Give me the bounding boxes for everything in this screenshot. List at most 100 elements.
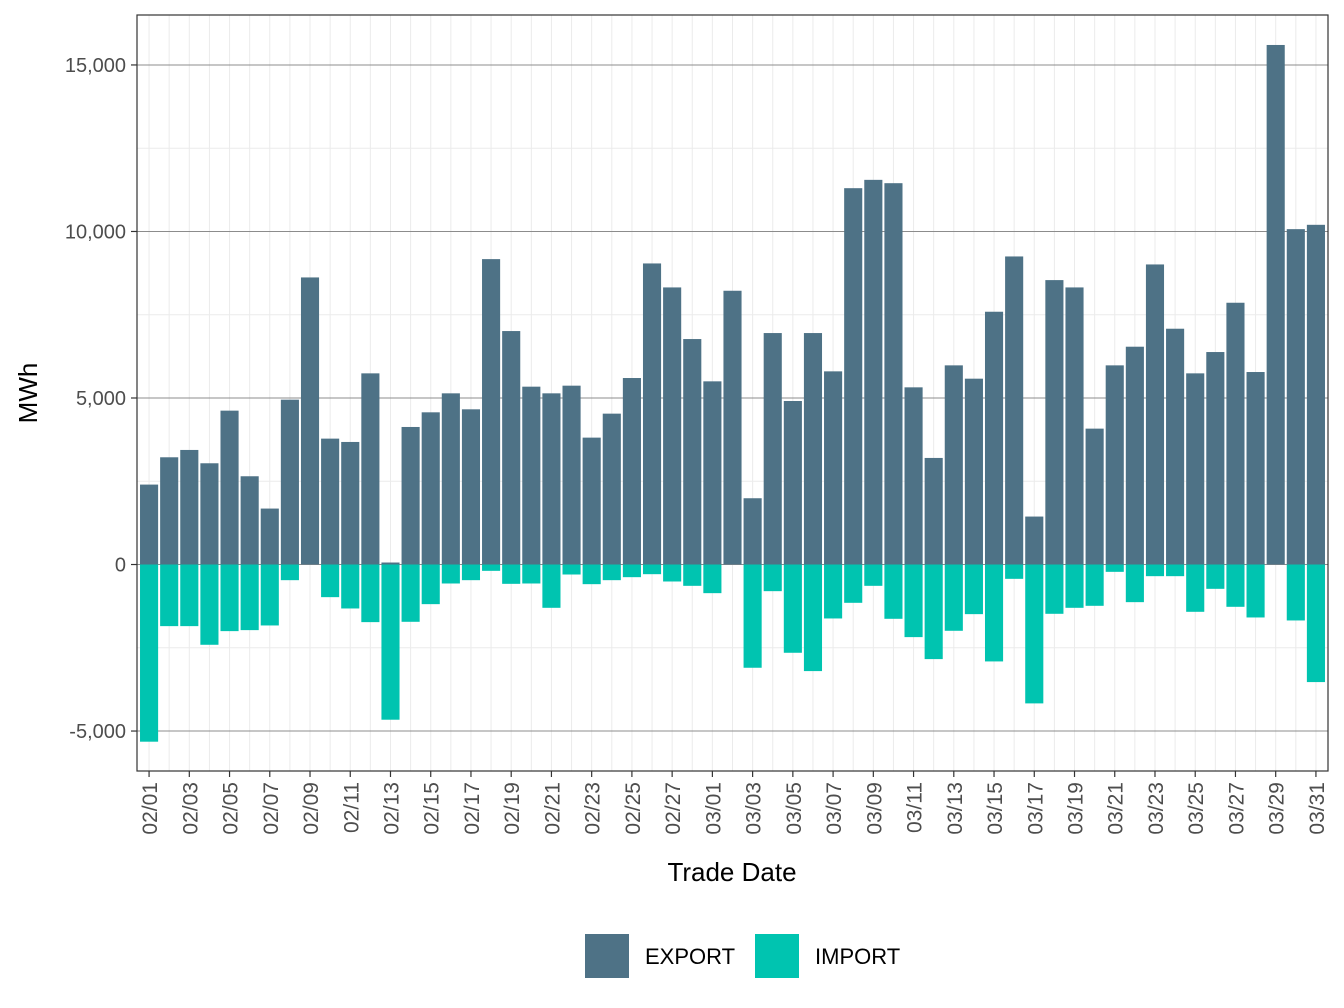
bar-export	[1145, 264, 1165, 565]
bar-import	[1025, 564, 1044, 704]
bar-export	[562, 385, 581, 565]
bar-export	[723, 290, 742, 565]
x-tick-label: 03/27	[1225, 782, 1248, 835]
x-axis-title: Trade Date	[667, 857, 796, 887]
x-tick-label: 02/05	[220, 782, 243, 835]
bar-import	[562, 564, 581, 575]
bar-export	[622, 378, 641, 565]
bar-import	[1186, 564, 1205, 612]
x-tick-label: 02/19	[501, 782, 524, 835]
bar-import	[180, 564, 199, 627]
x-tick-label: 03/23	[1145, 782, 1168, 835]
bar-export	[522, 386, 541, 565]
bar-import	[683, 564, 702, 586]
bar-export	[944, 365, 963, 565]
y-tick-label: 15,000	[65, 55, 126, 77]
x-tick-label: 02/15	[421, 782, 444, 835]
y-tick-label: 0	[115, 555, 126, 577]
legend-label-export: EXPORT	[645, 944, 735, 969]
bar-import	[502, 564, 521, 584]
grid-minor-x	[148, 15, 1317, 771]
bar-import	[441, 564, 460, 584]
legend: EXPORT IMPORT	[585, 934, 900, 978]
bar-export	[240, 476, 259, 565]
bar-export	[542, 393, 561, 565]
x-tick-label: 03/09	[863, 782, 886, 835]
bar-import	[642, 564, 662, 575]
y-axis-title: MWh	[13, 363, 43, 424]
bar-export	[824, 371, 843, 565]
bar-export	[803, 333, 823, 565]
x-tick-label: 03/21	[1105, 782, 1128, 835]
bar-export	[783, 400, 802, 565]
bar-import	[1226, 564, 1245, 607]
bar-import	[743, 564, 762, 668]
bar-import	[783, 564, 802, 653]
bar-import	[1306, 564, 1325, 683]
x-tick-label: 02/17	[461, 782, 484, 835]
bar-import	[703, 564, 722, 594]
bar-import	[1105, 564, 1124, 572]
bar-export	[1186, 373, 1205, 565]
bar-export	[663, 287, 682, 565]
x-tick-label: 03/03	[743, 782, 766, 835]
bar-import	[663, 564, 682, 582]
x-tick-label: 03/29	[1266, 782, 1289, 835]
bar-export	[924, 457, 943, 565]
bar-export	[321, 438, 340, 565]
x-tick-label: 02/21	[541, 782, 564, 835]
bar-export	[482, 259, 501, 565]
x-tick-label: 03/15	[984, 782, 1007, 835]
bar-export	[1005, 256, 1024, 565]
bar-import	[361, 564, 380, 623]
bar-export	[884, 183, 903, 565]
bar-export	[140, 484, 159, 565]
bar-export	[461, 409, 481, 565]
bar-import	[1206, 564, 1225, 589]
x-tick-label: 03/25	[1185, 782, 1208, 835]
bar-import	[1286, 564, 1305, 621]
x-tick-label: 02/03	[179, 782, 202, 835]
bar-import	[260, 564, 279, 626]
bar-import	[421, 564, 440, 605]
x-tick-label: 02/11	[340, 782, 363, 833]
bar-import	[160, 564, 179, 627]
bar-import	[401, 564, 420, 622]
bar-import	[763, 564, 782, 592]
bar-export	[502, 331, 521, 565]
bar-export	[260, 508, 279, 565]
bar-export	[441, 393, 460, 565]
x-tick-label: 02/25	[622, 782, 645, 835]
bar-import	[1125, 564, 1144, 603]
bar-export	[220, 410, 239, 565]
x-tick-label: 02/13	[380, 782, 403, 835]
bar-import	[1005, 564, 1024, 579]
bar-export	[904, 387, 923, 565]
x-tick-label: 02/07	[260, 782, 283, 835]
bar-import	[220, 564, 239, 632]
bar-import	[341, 564, 360, 609]
x-tick-label: 03/07	[823, 782, 846, 835]
x-tick-label: 03/05	[783, 782, 806, 835]
bar-export	[763, 333, 782, 565]
bar-import	[461, 564, 481, 581]
y-tick-label: -5,000	[69, 721, 126, 743]
bar-export	[341, 441, 360, 565]
bar-import	[944, 564, 963, 631]
bar-export	[160, 457, 179, 565]
bar-import	[381, 564, 400, 720]
bar-import	[884, 564, 903, 619]
bar-import	[542, 564, 561, 608]
bar-import	[482, 564, 501, 571]
y-tick-label: 10,000	[65, 221, 126, 243]
x-tick-label: 03/17	[1024, 782, 1047, 835]
y-axis: -5,000 0 5,000 10,000 15,000	[65, 55, 137, 743]
x-tick-label: 02/09	[300, 782, 323, 835]
bar-import	[240, 564, 259, 631]
bar-import	[904, 564, 923, 638]
bar-export	[602, 413, 621, 565]
bar-export	[683, 339, 702, 565]
bar-export	[180, 449, 199, 565]
bar-export	[361, 373, 380, 565]
